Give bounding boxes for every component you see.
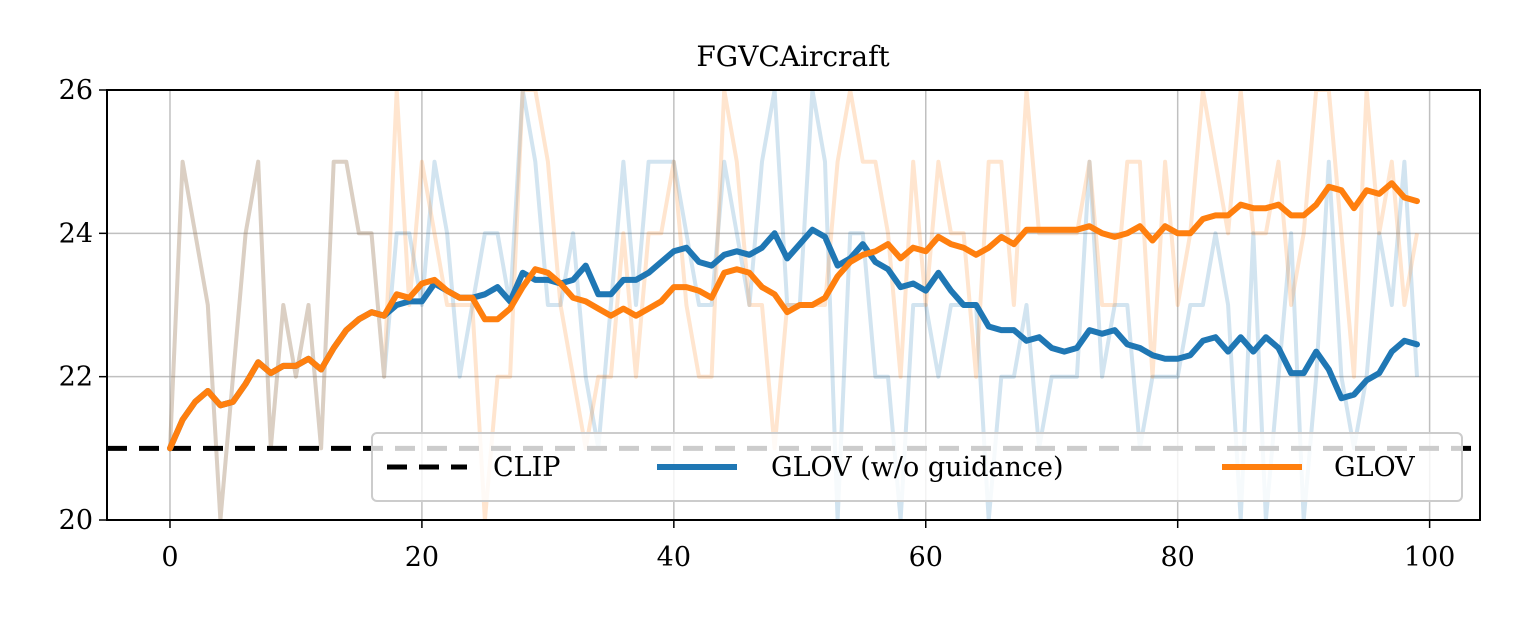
smoothed-series-layer [167, 180, 1420, 452]
legend-box [371, 432, 1463, 502]
plot-frame [106, 89, 1481, 521]
legend-label-0: CLIP [493, 452, 560, 483]
y-tick-label: 22 [59, 362, 93, 393]
y-tick-label: 24 [59, 218, 93, 249]
axis-ticks: 0 20 40 60 80 100 20 22 24 26 [59, 75, 1456, 573]
x-tick-label: 40 [657, 542, 691, 573]
legend-label-1: GLOV (w/o guidance) [771, 452, 1064, 483]
raw-series-layer [168, 90, 1419, 520]
y-tick-label: 26 [59, 75, 93, 106]
legend-label-2: GLOV [1334, 452, 1415, 483]
raw-series-line-0 [168, 90, 1419, 520]
series-line-1 [167, 180, 1420, 452]
x-tick-label: 100 [1404, 542, 1456, 573]
chart-title: FGVCAircraft [696, 40, 890, 73]
x-tick-label: 60 [909, 542, 943, 573]
y-tick-label: 20 [59, 505, 93, 536]
x-tick-label: 20 [405, 542, 439, 573]
x-tick-label: 0 [161, 542, 178, 573]
x-tick-label: 80 [1161, 542, 1195, 573]
raw-series-line-1 [168, 90, 1419, 520]
legend: CLIP GLOV (w/o guidance) GLOV [371, 432, 1463, 502]
